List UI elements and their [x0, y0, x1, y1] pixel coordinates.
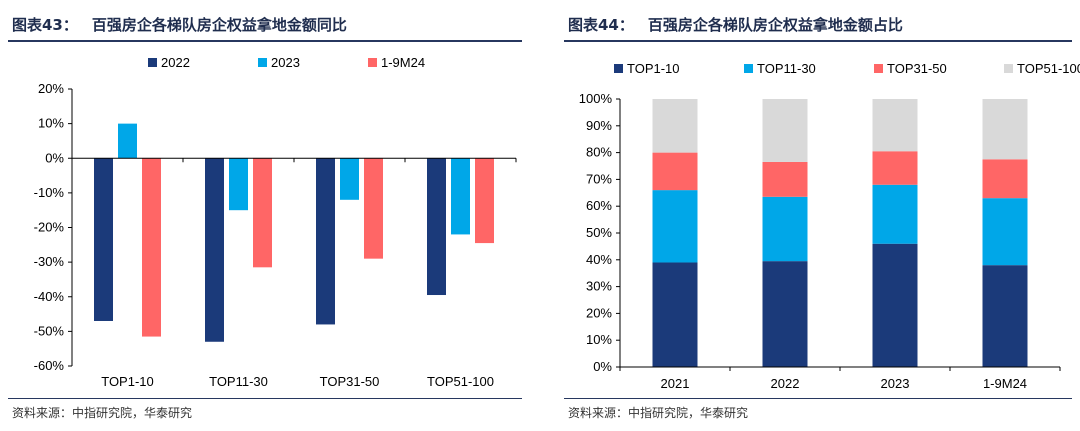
- legend-label-top11-30: TOP11-30: [757, 61, 816, 76]
- x-tick-label-2023: 2023: [881, 376, 910, 391]
- bar-top1-10-1-9m24: [982, 265, 1028, 367]
- y-tick-label-3: 30%: [586, 279, 612, 294]
- y-tick-label-5: -30%: [34, 254, 65, 269]
- y-tick-label-4: 40%: [586, 252, 612, 267]
- figure-43-source: 资料来源：中指研究院，华泰研究: [12, 406, 193, 420]
- y-tick-label-6: 60%: [586, 198, 612, 213]
- y-tick-label-8: -60%: [34, 358, 65, 373]
- legend-label-top51-100: TOP51-100: [1017, 61, 1080, 76]
- bar-top1-10-2023: [872, 243, 918, 367]
- bar-top31-50-1-9m24: [982, 159, 1028, 199]
- y-tick-label-5: 50%: [586, 225, 612, 240]
- figure-44-number: 图表44：: [568, 16, 634, 34]
- bar-2023-top1-10: [118, 123, 137, 159]
- bar-top51-100-2023: [872, 99, 918, 152]
- y-tick-label-4: -20%: [34, 220, 65, 235]
- y-tick-label-2: 20%: [586, 305, 612, 320]
- bar-2022-top1-10: [94, 158, 113, 321]
- legend-label-2022: 2022: [161, 55, 190, 70]
- bar-2023-top51-100: [451, 158, 470, 235]
- y-tick-label-10: 100%: [579, 91, 613, 106]
- bar-top11-30-2021: [652, 190, 698, 263]
- bar-2023-top31-50: [340, 158, 359, 200]
- y-tick-label-7: 70%: [586, 171, 612, 186]
- figure-44-bottom-rule: [564, 398, 1072, 399]
- y-tick-label-0: 0%: [593, 359, 612, 374]
- legend-swatch-top51-100: [1004, 64, 1013, 73]
- bar-top11-30-2022: [762, 196, 808, 262]
- legend-label-top1-10: TOP1-10: [627, 61, 680, 76]
- legend-swatch-top1-10: [614, 64, 623, 73]
- x-tick-label-top51-100: TOP51-100: [427, 374, 494, 389]
- legend-swatch-top11-30: [744, 64, 753, 73]
- legend-swatch-2022: [148, 58, 157, 67]
- bar-1-9m24-top31-50: [364, 158, 383, 259]
- bar-top51-100-2022: [762, 99, 808, 162]
- y-tick-label-0: 20%: [38, 81, 64, 96]
- figure-44-source: 资料来源：中指研究院，华泰研究: [568, 406, 749, 420]
- bar-1-9m24-top1-10: [142, 158, 161, 337]
- figure-43-panel: 图表43： 百强房企各梯队房企权益拿地金额同比 2022 2023 1-9M24 20%…: [0, 0, 530, 431]
- bar-top31-50-2022: [762, 161, 808, 197]
- figure-43-bottom-rule: [8, 398, 522, 399]
- bar-2022-top11-30: [205, 158, 224, 342]
- y-tick-label-8: 80%: [586, 145, 612, 160]
- bar-2022-top51-100: [427, 158, 446, 296]
- x-tick-label-1-9m24: 1-9M24: [983, 376, 1027, 391]
- x-tick-label-top11-30: TOP11-30: [209, 374, 268, 389]
- bar-2022-top31-50: [316, 158, 335, 325]
- bar-top51-100-1-9m24: [982, 99, 1028, 160]
- legend-swatch-top31-50: [874, 64, 883, 73]
- figure-44-top-rule: [564, 40, 1072, 42]
- share-stacked-bar-chart: TOP1-10 TOP11-30 TOP31-50 TOP51-100 0% 10% 20%…: [579, 61, 1080, 391]
- y-tick-label-1: 10%: [586, 332, 612, 347]
- y-tick-label-7: -50%: [34, 323, 65, 338]
- bar-top51-100-2021: [652, 99, 698, 153]
- bar-1-9m24-top51-100: [475, 158, 494, 244]
- legend-swatch-2023: [258, 58, 267, 67]
- y-tick-label-2: 0%: [45, 150, 64, 165]
- legend-label-2023: 2023: [271, 55, 300, 70]
- figure-43-title-text: 百强房企各梯队房企权益拿地金额同比: [91, 16, 347, 34]
- x-tick-label-2022: 2022: [771, 376, 800, 391]
- bar-top11-30-1-9m24: [982, 198, 1028, 266]
- y-tick-label-1: 10%: [38, 116, 64, 131]
- figure-43-top-rule: [8, 40, 522, 42]
- bar-top1-10-2021: [652, 262, 698, 367]
- bar-top1-10-2022: [762, 261, 808, 367]
- figure-43-title: 图表43： 百强房企各梯队房企权益拿地金额同比: [12, 14, 347, 35]
- legend-swatch-1-9m24: [368, 58, 377, 67]
- x-tick-label-top1-10: TOP1-10: [101, 374, 154, 389]
- bar-top11-30-2023: [872, 184, 918, 244]
- legend-label-top31-50: TOP31-50: [887, 61, 947, 76]
- figure-44-title: 图表44： 百强房企各梯队房企权益拿地金额占比: [568, 14, 903, 35]
- bar-top31-50-2021: [652, 152, 698, 191]
- y-tick-label-3: -10%: [34, 185, 65, 200]
- figure-43-number: 图表43：: [12, 16, 78, 34]
- bar-top31-50-2023: [872, 151, 918, 185]
- y-tick-label-6: -40%: [34, 289, 65, 304]
- figure-44-panel: 图表44： 百强房企各梯队房企权益拿地金额占比 TOP1-10 TOP11-30 TO…: [556, 0, 1080, 431]
- yoy-bar-chart: 2022 2023 1-9M24 20% 10% 0% -10% -20% -30% -40% -5…: [34, 55, 517, 389]
- bar-2023-top11-30: [229, 158, 248, 211]
- y-tick-label-9: 90%: [586, 118, 612, 133]
- x-tick-label-2021: 2021: [661, 376, 690, 391]
- legend-label-1-9m24: 1-9M24: [381, 55, 425, 70]
- figure-44-title-text: 百强房企各梯队房企权益拿地金额占比: [647, 16, 903, 34]
- x-tick-label-top31-50: TOP31-50: [320, 374, 380, 389]
- bar-1-9m24-top11-30: [253, 158, 272, 268]
